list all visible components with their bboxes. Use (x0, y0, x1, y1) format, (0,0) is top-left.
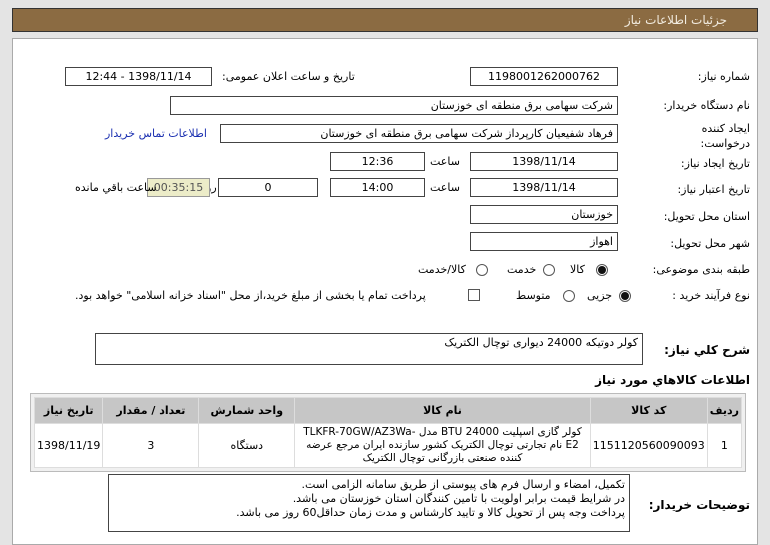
table-header-row: ردیف کد کالا نام کالا واحد شمارش تعداد /… (33, 397, 743, 424)
process-minor-label: جزیی (587, 289, 613, 302)
need-number-label: شماره نیاز: (697, 70, 750, 83)
cell-unit: دستگاه (198, 423, 296, 468)
category-both-label: کالا/خدمت (418, 263, 466, 276)
valid-label: تاریخ اعتبار نیاز: (677, 183, 750, 196)
valid-time-field: 14:00 (330, 178, 425, 197)
process-label: نوع فرآیند خرید : (672, 289, 750, 302)
province-field: خوزستان (470, 205, 618, 224)
valid-time-label: ساعت (430, 181, 460, 194)
payment-note: پرداخت تمام یا بخشی از مبلغ خرید،از محل … (75, 289, 426, 302)
need-number-field: 1198001262000762 (470, 67, 618, 86)
remaining-time-field: 00:35:15 (147, 178, 210, 197)
buyer-notes: تکمیل، امضاء و ارسال فرم های پیوستی از ط… (108, 474, 630, 532)
province-label: استان محل تحویل: (663, 210, 750, 223)
creator-label: ایجاد کننده (701, 122, 750, 135)
announce-label: تاریخ و ساعت اعلان عمومی: (222, 70, 355, 83)
col-name: نام کالا (294, 397, 591, 424)
category-radio-service[interactable] (543, 264, 555, 276)
col-date: تاریخ نیاز (33, 397, 104, 424)
goods-table: ردیف کد کالا نام کالا واحد شمارش تعداد /… (30, 393, 746, 472)
category-goods-label: کالا (570, 263, 585, 276)
buyer-label: نام دستگاه خریدار: (663, 99, 750, 112)
col-code: کد کالا (589, 397, 708, 424)
category-label: طبقه بندی موضوعی: (652, 263, 750, 276)
page-title: جزئیات اطلاعات نیاز (624, 13, 727, 27)
cell-name: کولر گازی اسپلیت BTU 24000 مدل TLKFR-70G… (294, 423, 591, 468)
notes-label: توضیحات خریدار: (648, 498, 750, 512)
goods-heading: اطلاعات كالاهاي مورد نياز (595, 373, 750, 387)
buyer-field: شرکت سهامی برق منطقه ای خوزستان (170, 96, 618, 115)
notes-line: تکمیل، امضاء و ارسال فرم های پیوستی از ط… (301, 478, 625, 491)
announce-field: 1398/11/14 - 12:44 (65, 67, 212, 86)
col-unit: واحد شمارش (198, 397, 296, 424)
city-label: شهر محل تحویل: (670, 237, 750, 250)
creator-field: فرهاد شفیعیان کارپرداز شرکت سهامی برق من… (220, 124, 618, 143)
process-radio-medium[interactable] (563, 290, 575, 302)
process-medium-label: متوسط (516, 289, 551, 302)
cell-date: 1398/11/19 (33, 423, 104, 468)
buyer-contact-link[interactable]: اطلاعات تماس خریدار (105, 127, 207, 140)
creator-label-2: درخواست: (700, 137, 750, 150)
description-field: کولر دوتیکه 24000 دیواری توچال الکتریک (95, 333, 643, 365)
page-header: جزئیات اطلاعات نیاز (12, 8, 758, 32)
notes-line: در شرایط قیمت برابر اولویت با تامین کنند… (292, 492, 625, 505)
created-label: تاریخ ایجاد نیاز: (680, 157, 750, 170)
col-row: ردیف (706, 397, 743, 424)
remaining-label: ساعت باقي مانده (75, 181, 157, 194)
category-radio-goods[interactable] (596, 264, 608, 276)
city-field: اهواز (470, 232, 618, 251)
valid-date-field: 1398/11/14 (470, 178, 618, 197)
created-date-field: 1398/11/14 (470, 152, 618, 171)
description-label: شرح كلي نياز: (664, 343, 750, 357)
payment-checkbox[interactable] (468, 289, 480, 301)
created-time-field: 12:36 (330, 152, 425, 171)
category-radio-both[interactable] (476, 264, 488, 276)
table-row: 1 1151120560090093 کولر گازی اسپلیت BTU … (33, 423, 743, 468)
col-qty: تعداد / مقدار (102, 397, 200, 424)
category-service-label: خدمت (507, 263, 537, 276)
days-field: 0 (218, 178, 318, 197)
process-radio-minor[interactable] (619, 290, 631, 302)
cell-qty: 3 (102, 423, 200, 468)
created-time-label: ساعت (430, 155, 460, 168)
cell-row: 1 (706, 423, 743, 468)
notes-line: پرداخت وجه پس از تحویل کالا و تایید کارش… (236, 506, 625, 519)
cell-code: 1151120560090093 (589, 423, 708, 468)
